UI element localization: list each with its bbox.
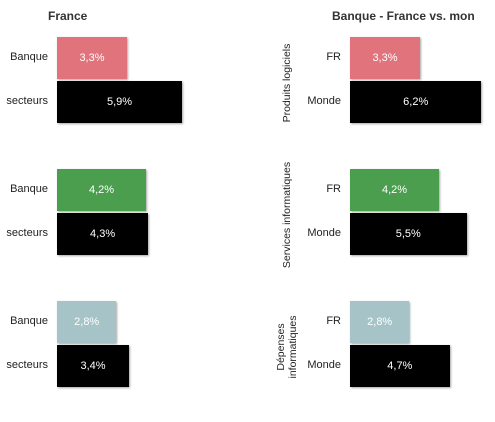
bar: 3,4% <box>57 345 130 387</box>
bar: 3,3% <box>350 37 420 79</box>
data-label: 5,5% <box>395 228 421 240</box>
data-label: 2,8% <box>367 316 393 328</box>
data-label: 5,9% <box>107 96 133 108</box>
bar: 4,7% <box>350 345 450 387</box>
data-label: 6,2% <box>403 96 429 108</box>
bar: 5,5% <box>350 213 467 255</box>
bar: 6,2% <box>350 81 482 123</box>
bar: 4,3% <box>57 213 149 255</box>
category-label: secteurs <box>6 227 48 239</box>
bar: 3,3% <box>57 37 127 79</box>
group-label: Services informatiques <box>281 161 293 269</box>
data-label: 3,3% <box>79 52 105 64</box>
data-label: 2,8% <box>74 316 100 328</box>
category-label: Banque <box>10 51 48 63</box>
category-label: Banque <box>10 183 48 195</box>
bar: 2,8% <box>57 301 117 343</box>
chart-title: France <box>48 9 88 23</box>
category-label: secteurs <box>6 359 48 371</box>
group-label: Produits logiciels <box>281 43 293 123</box>
bar: 5,9% <box>57 81 183 123</box>
chart-title: Banque - France vs. mon <box>332 9 475 23</box>
category-label: FR <box>326 315 341 327</box>
category-label: FR <box>326 51 341 63</box>
bar: 2,8% <box>350 301 410 343</box>
category-label: Monde <box>307 95 341 107</box>
data-label: 3,3% <box>372 52 398 64</box>
data-label: 4,2% <box>88 184 115 196</box>
data-label: 3,4% <box>80 360 106 372</box>
bar: 4,2% <box>350 169 440 211</box>
category-label: FR <box>326 183 341 195</box>
data-label: 4,3% <box>90 228 116 240</box>
bar: 4,2% <box>57 169 147 211</box>
data-label: 4,2% <box>381 184 408 196</box>
category-label: secteurs <box>6 95 48 107</box>
category-label: Banque <box>10 315 48 327</box>
category-label: Monde <box>307 359 341 371</box>
category-label: Monde <box>307 227 341 239</box>
data-label: 4,7% <box>387 360 413 372</box>
